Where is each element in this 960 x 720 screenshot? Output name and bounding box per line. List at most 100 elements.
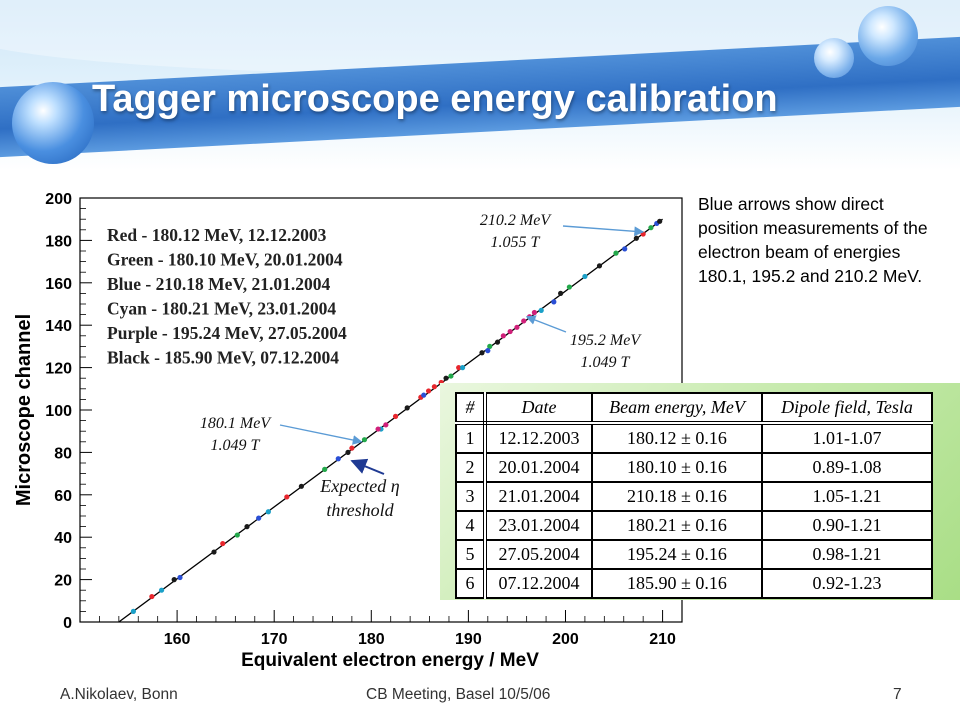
- data-point-purple: [531, 309, 538, 316]
- data-point-black: [211, 549, 217, 555]
- blue-sphere-decoration: [814, 38, 854, 78]
- y-tick-label: 20: [54, 573, 72, 590]
- axis-ticks: 160 170 180 190 200 210 0 20 40 60 80 100 120 140 160 1…: [45, 191, 683, 648]
- legend-entry: Red - 180.12 MeV, 12.12.2003: [107, 225, 327, 245]
- data-point-black: [596, 263, 603, 269]
- data-point-cyan: [538, 307, 544, 313]
- legend-entry: Black - 185.90 MeV, 07.12.2004: [107, 348, 339, 368]
- data-point-green: [487, 343, 493, 349]
- data-point-black: [479, 350, 485, 356]
- table-cell: 180.21 ± 0.16: [591, 510, 763, 541]
- table-row: 4 23.01.2004 180.21 ± 0.16 0.90-1.21: [455, 510, 933, 541]
- data-point-red: [425, 388, 432, 394]
- data-point-green: [648, 225, 654, 231]
- table-cell: 185.90 ± 0.16: [591, 568, 763, 599]
- data-point-red: [284, 494, 290, 500]
- table-cell: 0.90-1.21: [761, 510, 933, 541]
- data-point-black: [443, 375, 449, 381]
- y-tick-label: 160: [45, 276, 72, 293]
- data-point-black: [404, 405, 410, 411]
- table-cell: 0.98-1.21: [761, 539, 933, 570]
- blue-sphere-decoration: [858, 6, 918, 66]
- data-point-black: [558, 290, 564, 296]
- x-tick-label: 210: [649, 631, 676, 648]
- chart-legend: Red - 180.12 MeV, 12.12.2003 Green - 180.…: [107, 225, 347, 368]
- annotation-text: 210.2 MeV: [480, 212, 552, 229]
- table-cell: 21.01.2004: [484, 481, 593, 512]
- data-point-blue: [177, 574, 183, 581]
- data-point-green: [234, 532, 240, 538]
- data-point-blue: [485, 348, 491, 354]
- legend-entry: Cyan - 180.21 MeV, 23.01.2004: [107, 299, 336, 319]
- data-point-blue: [335, 456, 341, 462]
- data-point-cyan: [459, 365, 466, 371]
- data-point-green: [613, 250, 619, 256]
- table-cell: 20.01.2004: [484, 452, 593, 483]
- x-tick-label: 200: [552, 631, 579, 648]
- slide-header: Tagger microscope energy calibration: [0, 0, 960, 170]
- y-tick-label: 60: [54, 488, 72, 505]
- data-point-black: [633, 235, 639, 241]
- annotation-arrow: [525, 315, 567, 333]
- legend-entry: Green - 180.10 MeV, 20.01.2004: [107, 250, 343, 270]
- x-tick-label: 190: [455, 631, 482, 648]
- data-point-red: [149, 593, 155, 600]
- annotation-arrow: [562, 225, 645, 237]
- table-cell: 1.05-1.21: [761, 481, 933, 512]
- table-row: 5 27.05.2004 195.24 ± 0.16 0.98-1.21: [455, 539, 933, 570]
- data-point-red: [392, 413, 399, 419]
- blue-sphere-decoration: [12, 82, 94, 164]
- table-cell: 5: [455, 539, 487, 570]
- table-cell: 12.12.2003: [484, 422, 593, 454]
- table-cell: 180.12 ± 0.16: [591, 422, 763, 454]
- y-tick-label: 40: [54, 530, 72, 547]
- chart-annotations: 210.2 MeV 1.055 T 195.2 MeV 1.049 T 180.1 Me…: [200, 212, 645, 520]
- data-point-blue: [551, 299, 557, 305]
- table-row: 3 21.01.2004 210.18 ± 0.16 1.05-1.21: [455, 481, 933, 512]
- table-cell: 180.10 ± 0.16: [591, 452, 763, 483]
- annotation-text: 1.049 T: [211, 437, 261, 454]
- data-point-cyan: [582, 273, 588, 280]
- y-tick-label: 100: [45, 403, 72, 420]
- y-tick-label: 0: [63, 615, 72, 632]
- data-point-blue: [256, 515, 262, 521]
- calibration-table-panel: # Date Beam energy, MeV Dipole field, Te…: [440, 383, 960, 600]
- data-point-blue: [622, 246, 628, 252]
- y-tick-label: 140: [45, 318, 72, 335]
- x-tick-label: 170: [261, 631, 288, 648]
- data-point-cyan: [130, 608, 137, 614]
- footer-author: A.Nikolaev, Bonn: [60, 686, 178, 703]
- data-point-purple: [507, 328, 513, 335]
- table-cell: 07.12.2004: [484, 568, 593, 599]
- x-tick-label: 160: [164, 631, 191, 648]
- table-header-cell: #: [455, 392, 487, 425]
- table-cell: 195.24 ± 0.16: [591, 539, 763, 570]
- footer-meeting: CB Meeting, Basel 10/5/06: [366, 686, 551, 703]
- data-point-cyan: [158, 587, 165, 593]
- data-point-red: [431, 384, 438, 390]
- y-tick-label: 200: [45, 191, 72, 208]
- table-cell: 0.92-1.23: [761, 568, 933, 599]
- annotation-text: threshold: [326, 500, 394, 520]
- y-tick-label: 120: [45, 361, 72, 378]
- annotation-arrow: [350, 458, 385, 475]
- footer-page-number: 7: [893, 686, 902, 703]
- annotation-text: 195.2 MeV: [570, 332, 642, 349]
- data-point-cyan: [265, 509, 271, 515]
- table-row: 6 07.12.2004 185.90 ± 0.16 0.92-1.23: [455, 568, 933, 599]
- table-header-cell: Beam energy, MeV: [591, 392, 763, 425]
- data-point-red: [456, 365, 462, 371]
- data-point-black: [345, 449, 351, 455]
- data-point-black: [657, 218, 663, 224]
- table-cell: 4: [455, 510, 487, 541]
- y-tick-label: 80: [54, 445, 72, 462]
- table-header-cell: Date: [484, 392, 593, 425]
- data-point-green: [566, 284, 572, 290]
- data-point-purple: [375, 426, 381, 432]
- data-points: [130, 218, 663, 614]
- table-cell: 27.05.2004: [484, 539, 593, 570]
- side-note: Blue arrows show direct position measure…: [698, 194, 928, 286]
- calibration-table: # Date Beam energy, MeV Dipole field, Te…: [455, 392, 933, 599]
- fit-line: [118, 218, 663, 623]
- data-point-green: [322, 466, 328, 472]
